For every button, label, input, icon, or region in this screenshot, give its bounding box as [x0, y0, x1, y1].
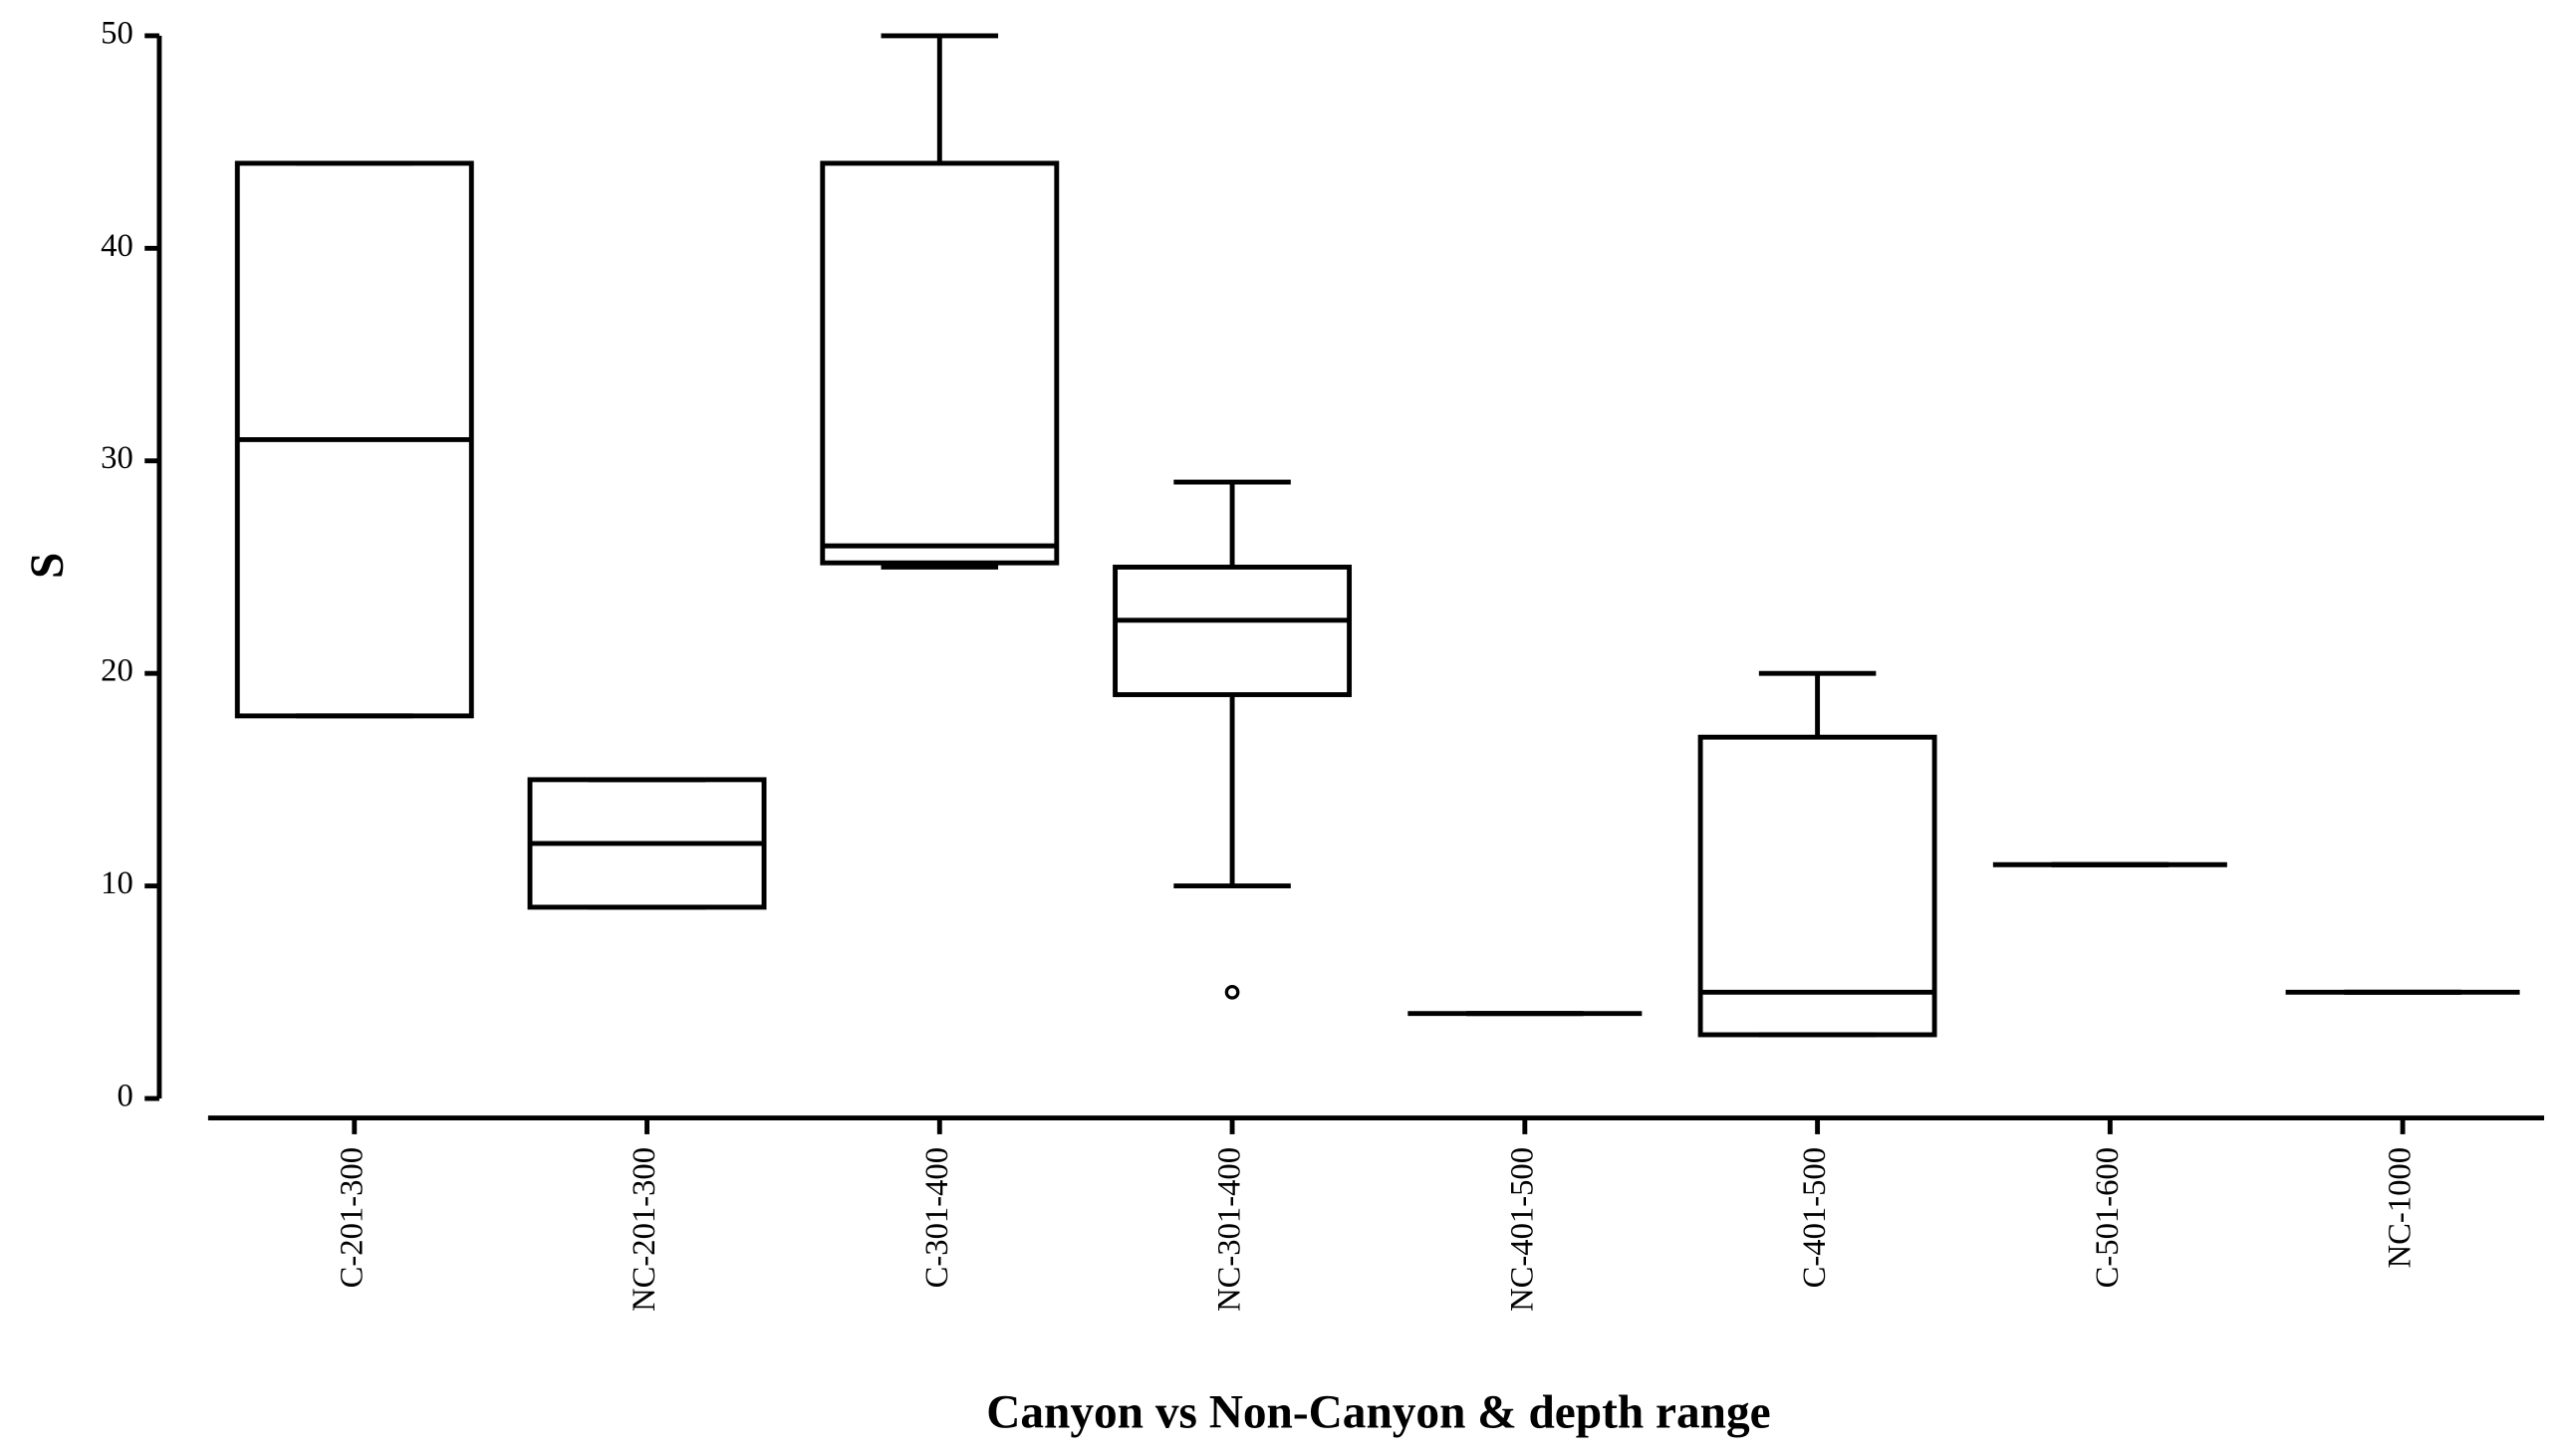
box	[1113, 565, 1353, 697]
y-tick-label: 40	[101, 228, 133, 264]
y-axis-title: S	[22, 553, 74, 579]
y-tick-label: 50	[101, 15, 133, 51]
y-tick-label: 20	[101, 653, 133, 689]
outlier	[1224, 984, 1240, 1000]
box	[820, 160, 1060, 566]
x-axis-title: Canyon vs Non-Canyon & depth range	[986, 1387, 1770, 1439]
y-tick-label: 10	[101, 865, 133, 901]
y-tick-label: 0	[118, 1079, 133, 1114]
x-tick-label: NC-401-500	[1504, 1147, 1540, 1312]
x-tick-label: C-501-600	[2090, 1147, 2126, 1288]
x-tick-label: NC-201-300	[627, 1147, 662, 1312]
x-tick-label: NC-1000	[2383, 1147, 2419, 1268]
box	[1697, 734, 1937, 1038]
x-tick-label: C-401-500	[1797, 1147, 1833, 1288]
x-tick-label: NC-301-400	[1212, 1147, 1248, 1312]
x-tick-label: C-201-300	[334, 1147, 370, 1288]
x-tick-label: C-301-400	[919, 1147, 955, 1288]
y-tick-label: 30	[101, 440, 133, 476]
